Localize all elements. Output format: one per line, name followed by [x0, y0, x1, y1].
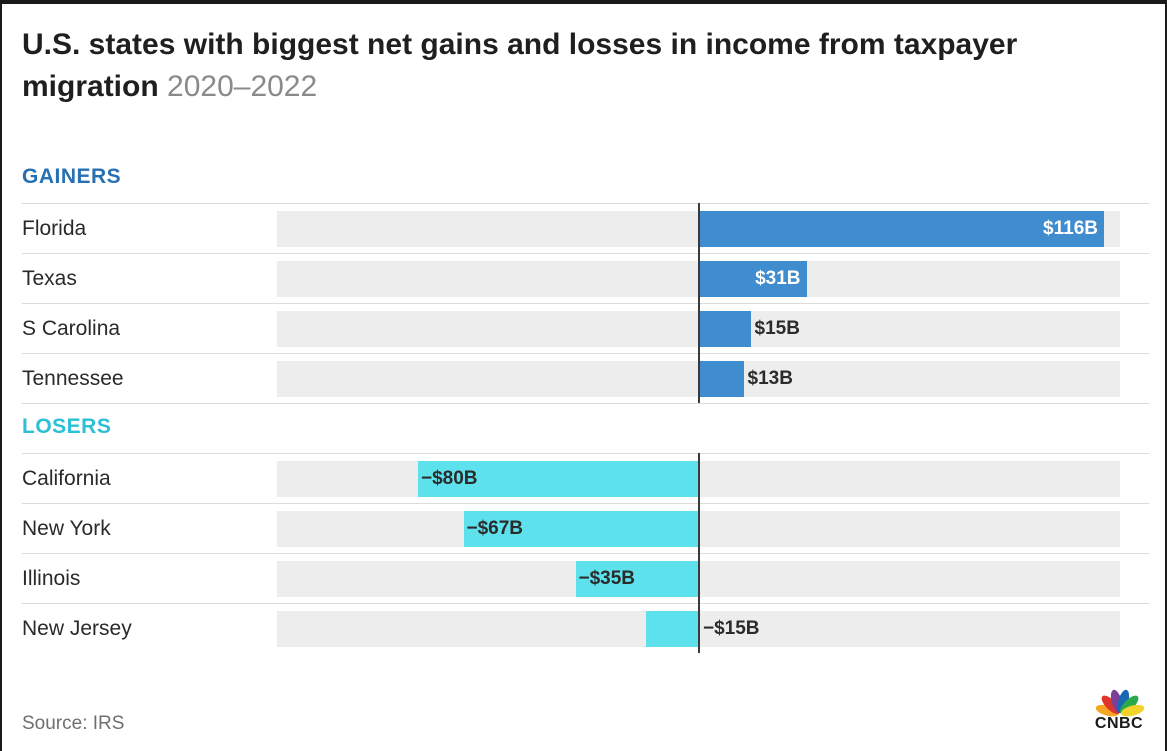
bar-new-jersey [645, 611, 698, 647]
section-gainers-heading: GAINERS [22, 165, 122, 188]
bar-value-label: $31B [755, 268, 801, 289]
row-label-new-york: New York [22, 517, 111, 540]
bar-value-label: $13B [747, 368, 793, 389]
row-label-new-jersey: New Jersey [22, 617, 132, 640]
bar-texas [698, 261, 807, 297]
bar-new-york [463, 511, 698, 547]
row-divider [22, 303, 1149, 304]
bar-illinois [575, 561, 698, 597]
row-divider [22, 353, 1149, 354]
bar-california [418, 461, 698, 497]
row-label-tennessee: Tennessee [22, 367, 124, 390]
row-divider [22, 203, 1149, 204]
row-divider [22, 603, 1149, 604]
cnbc-peacock-logo [1095, 689, 1145, 717]
bar-value-label: −$35B [578, 568, 636, 589]
bar-value-label: −$67B [466, 518, 524, 539]
row-divider [22, 253, 1149, 254]
row-divider [22, 503, 1149, 504]
row-divider [22, 553, 1149, 554]
row-divider [22, 453, 1149, 454]
row-label-s-carolina: S Carolina [22, 317, 121, 340]
bar-value-label: $15B [754, 318, 800, 339]
zero-baseline [698, 203, 700, 403]
zero-baseline [698, 453, 700, 653]
row-label-illinois: Illinois [22, 567, 81, 590]
chart-title: U.S. states with biggest net gains and l… [22, 24, 1122, 108]
bar-tennessee [698, 361, 744, 397]
chart-title-text: U.S. states with biggest net gains and l… [22, 28, 1018, 103]
row-divider [22, 403, 1149, 404]
row-label-florida: Florida [22, 217, 87, 240]
source-note: Source: IRS [22, 713, 125, 734]
bar-florida [698, 211, 1104, 247]
bar-value-label: −$15B [703, 618, 760, 639]
row-label-texas: Texas [22, 267, 77, 290]
chart-subtitle: 2020–2022 [167, 70, 318, 103]
bar-value-label: $116B [1043, 218, 1098, 239]
row-label-california: California [22, 467, 111, 490]
bar-s-carolina [698, 311, 751, 347]
bar-value-label: −$80B [421, 468, 478, 489]
cnbc-logo-text: CNBC [1094, 715, 1144, 732]
section-losers-heading: LOSERS [22, 415, 112, 438]
